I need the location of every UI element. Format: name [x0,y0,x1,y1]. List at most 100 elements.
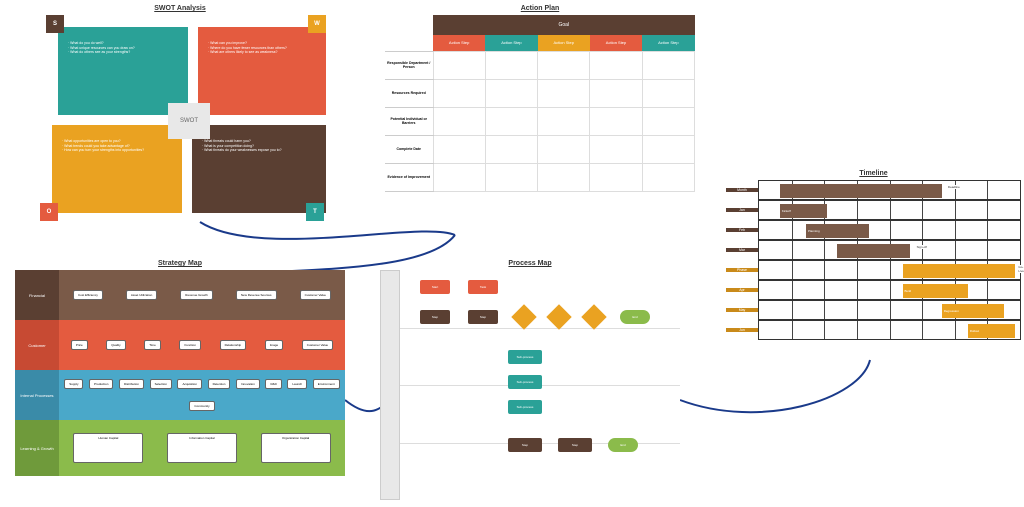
action-plan-cell [433,135,485,163]
timeline-bar [903,264,1015,278]
swot-center-label: SWOT [168,103,210,139]
timeline-gridline [890,201,891,219]
strategy-box: Cost Efficiency [73,290,103,300]
process-map-panel: Process Map StartTaskStepStepEndSub-proc… [380,260,680,500]
action-plan-goal-cell: Goal [433,15,695,35]
strategy-row-1: CustomerPriceQualityTimeFunctionRelation… [15,320,345,370]
timeline-track: Regression [758,300,1021,320]
strategy-row-0: Financial Cost Efficiency Asset Utilizatio… [15,270,345,320]
timeline-track: Planning [758,220,1021,240]
timeline-bar: Regression [942,304,1005,318]
strategy-box: Customer Value [302,340,333,350]
strategy-row-body: PriceQualityTimeFunctionRelationshipImag… [59,320,345,370]
strategy-box: Acquisition [177,379,202,389]
timeline-gridline [792,321,793,339]
timeline-track: Build [758,280,1021,300]
action-plan-cell [538,135,590,163]
timeline-track: Sign-off [758,240,1021,260]
timeline-gridline [955,321,956,339]
strategy-row-label: Financial [15,270,59,320]
timeline-gridline [857,261,858,279]
strategy-box: Organization Capital [261,433,331,463]
action-plan-cell [485,79,537,107]
process-node-8: Sub-process [508,350,542,364]
strategy-box: Environment [313,379,340,389]
swot-letter-t: T [306,203,324,221]
action-plan-cell [590,135,642,163]
timeline-gridline [987,201,988,219]
strategy-box: Revenue Growth [180,290,213,300]
timeline-row-label: Jan [726,208,758,212]
timeline-gridline [824,321,825,339]
strategy-box: Supply [64,379,83,389]
timeline-row-label: May [726,308,758,312]
swot-quad-w: · What can you improve?· Where do you ha… [198,27,326,115]
action-plan-table: GoalAction StepAction StepAction StepAct… [385,15,695,192]
timeline-bar: Planning [806,224,869,238]
timeline-row-0: Month Deadline [726,180,1021,200]
timeline-title: Timeline [726,170,1021,177]
swot-title: SWOT Analysis [30,5,330,12]
timeline-gridline [890,261,891,279]
action-plan-row-label-1: Resources Required [385,79,433,107]
action-plan-cell [433,79,485,107]
action-step-header-2: Action Step [538,35,590,51]
timeline-row-3: MarSign-off [726,240,1021,260]
timeline-gridline [857,281,858,299]
timeline-gridline [792,281,793,299]
swot-quad-s: · What do you do well?· What unique reso… [58,27,188,115]
timeline-bar: Kickoff [780,204,827,218]
timeline-row-label: Month [726,188,758,192]
process-node-0: Start [420,280,450,294]
timeline-row-label: Mar [726,248,758,252]
process-map-title: Process Map [380,260,680,267]
timeline-row-label: Jun [726,328,758,332]
strategy-row-2: Internal ProcessesSupplyProductionDistri… [15,370,345,420]
timeline-gridline [792,221,793,239]
timeline-gridline [987,281,988,299]
strategy-box: Distribution [119,379,144,389]
action-step-header-3: Action Step [590,35,642,51]
timeline-gridline [922,201,923,219]
action-plan-cell [590,51,642,79]
connector-curve [680,360,870,412]
strategy-map-panel: Strategy Map FinancialCost EfficiencyAss… [15,260,345,476]
timeline-gridline [922,301,923,319]
timeline-gridline [922,221,923,239]
action-plan-row-label-4: Evidence of Improvement [385,163,433,191]
strategy-box: Innovation [236,379,260,389]
action-plan-cell [590,79,642,107]
action-step-header-1: Action Step [485,35,537,51]
timeline-gridline [824,301,825,319]
timeline-gridline [922,321,923,339]
action-plan-cell [433,107,485,135]
timeline-row-1: Jan Kickoff [726,200,1021,220]
swot-quad-t: · What threats could harm you?· What is … [192,125,326,213]
process-node-11: Step [508,438,542,452]
strategy-row-label: Internal Processes [15,370,59,420]
timeline-bar [780,184,942,198]
timeline-gridline [824,261,825,279]
swot-panel: SWOT Analysis · What do you do well?· Wh… [30,5,330,225]
process-node-7: End [620,310,650,324]
swot-letter-w: W [308,15,326,33]
timeline-gridline [955,201,956,219]
timeline-track: Kickoff [758,200,1021,220]
timeline-gridline [890,281,891,299]
timeline-tag: Deadline [947,185,961,189]
timeline-row-label: Phase [726,268,758,272]
action-plan-cell [538,51,590,79]
action-plan-panel: Action Plan GoalAction StepAction StepAc… [385,5,695,192]
action-step-header-4: Action Step [642,35,694,51]
strategy-row-body: Cost Efficiency Asset Utilization Revenue … [59,270,345,320]
timeline-bar [837,244,910,258]
strategy-box: Customer Value [300,290,331,300]
timeline-gridline [792,241,793,259]
swot-letter-s: S [46,15,64,33]
strategy-box: New Revenue Sources [236,290,277,300]
strategy-box: Retention [208,379,231,389]
action-step-header-0: Action Step [433,35,485,51]
process-node-6 [581,304,606,329]
timeline-gridline [955,221,956,239]
strategy-box: Asset Utilization [126,290,157,300]
